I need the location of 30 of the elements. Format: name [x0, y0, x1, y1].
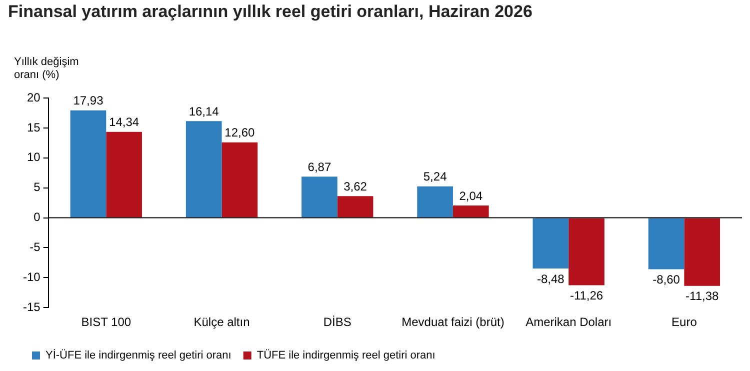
y-axis-title: Yıllık değişim oranı (%) [14, 56, 80, 82]
y-tick-label: -5 [30, 240, 41, 254]
data-label: 16,14 [188, 104, 220, 118]
data-label: 2,04 [459, 188, 483, 203]
chart-title: Finansal yatırım araçlarının yıllık reel getiri oranları, Haziran 2026 [8, 2, 532, 22]
data-label: -8,60 [652, 272, 680, 287]
data-label: 3,62 [344, 179, 368, 194]
y-tick-label: -15 [23, 300, 41, 314]
y-tick-label: 5 [34, 180, 41, 194]
x-tick-label: DİBS [323, 315, 352, 330]
data-label: 5,24 [423, 170, 448, 184]
y-tick-label: 20 [26, 90, 41, 104]
data-label: -8,48 [536, 272, 565, 286]
data-label: 6,87 [308, 160, 332, 174]
data-label: -11,38 [686, 289, 720, 304]
legend-label: Yİ-ÜFE ile indirgenmiş reel getiri oranı [46, 348, 232, 362]
x-tick-label: Euro [672, 315, 698, 330]
data-label: 17,93 [73, 94, 104, 108]
y-tick-label: 15 [26, 120, 41, 134]
y-tick-label: 10 [26, 150, 41, 164]
y-tick-label: -10 [23, 270, 41, 284]
data-label: 14,34 [109, 115, 140, 130]
data-label: -11,26 [570, 288, 604, 303]
legend-label: TÜFE ile indirgenmiş reel getiri oranı [256, 348, 436, 362]
x-tick-label: Külçe altın [194, 315, 250, 330]
x-tick-label: BIST 100 [81, 315, 132, 330]
data-label: 12,60 [224, 126, 256, 140]
x-tick-label: Amerikan Doları [526, 315, 612, 330]
y-tick-label: 0 [34, 210, 41, 224]
x-tick-label: Mevduat faizi (brüt) [402, 315, 504, 330]
